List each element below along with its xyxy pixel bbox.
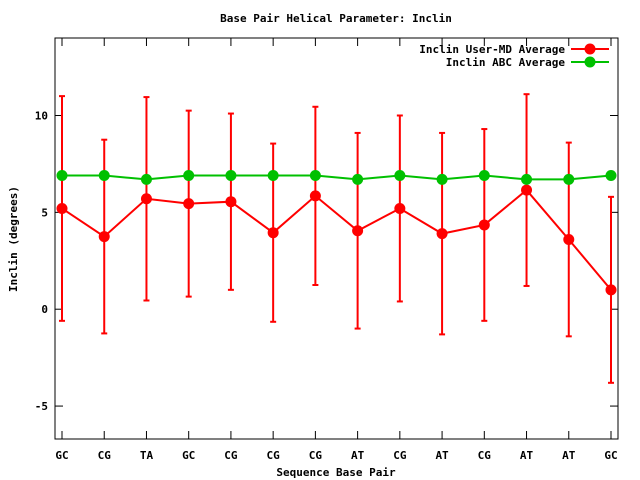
x-tick-label: CG (267, 449, 281, 462)
y-tick-label: 0 (41, 303, 48, 316)
data-point-abc (183, 170, 195, 182)
y-tick-label: 5 (41, 206, 48, 219)
data-point-abc (352, 173, 364, 185)
x-tick-label: CG (309, 449, 323, 462)
data-point-user-md (436, 228, 448, 240)
chart-title: Base Pair Helical Parameter: Inclin (220, 12, 452, 25)
data-point-user-md (98, 231, 110, 243)
x-tick-label: CG (224, 449, 238, 462)
legend-marker-abc (584, 56, 596, 68)
data-point-user-md (309, 190, 321, 202)
series-user-md (56, 93, 617, 384)
y-tick-label: 10 (35, 109, 48, 122)
data-point-abc (56, 170, 68, 182)
legend: Inclin User-MD Average Inclin ABC Averag… (419, 43, 609, 69)
data-point-user-md (267, 227, 279, 239)
x-tick-label: AT (435, 449, 449, 462)
data-point-abc (394, 170, 406, 182)
legend-label-user-md: Inclin User-MD Average (419, 43, 565, 56)
data-point-user-md (352, 225, 364, 237)
data-point-user-md (478, 219, 490, 231)
legend-label-abc: Inclin ABC Average (446, 56, 566, 69)
data-point-abc (140, 173, 152, 185)
plot-frame (54, 37, 619, 440)
x-tick-label: CG (393, 449, 407, 462)
data-point-abc (98, 170, 110, 182)
data-point-user-md (563, 233, 575, 245)
data-point-abc (225, 170, 237, 182)
x-tick-label: GC (55, 449, 68, 462)
x-tick-label: AT (562, 449, 576, 462)
data-point-user-md (56, 202, 68, 214)
x-tick-label: GC (604, 449, 617, 462)
data-point-user-md (521, 184, 533, 196)
series-abc (56, 170, 617, 185)
x-tick-label: TA (140, 449, 154, 462)
y-axis-label: Inclin (degrees) (7, 186, 20, 292)
x-tick-label: CG (478, 449, 492, 462)
data-point-user-md (225, 196, 237, 208)
data-point-abc (478, 170, 490, 182)
x-tick-label: GC (182, 449, 195, 462)
x-tick-label: CG (98, 449, 112, 462)
y-axis-ticks: -5 0 5 10 (35, 109, 618, 413)
x-axis-ticks: GC CG TA GC CG CG CG AT CG AT CG AT AT GC (55, 38, 618, 462)
series-line-user-md (61, 188, 612, 291)
x-tick-label: AT (351, 449, 365, 462)
x-axis-label: Sequence Base Pair (276, 466, 396, 479)
data-point-abc (605, 170, 617, 182)
x-tick-label: AT (520, 449, 534, 462)
data-point-abc (563, 173, 575, 185)
y-tick-label: -5 (35, 400, 48, 413)
data-point-user-md (183, 198, 195, 210)
series-line-abc (62, 174, 612, 181)
legend-marker-user-md (584, 43, 596, 55)
data-point-abc (521, 173, 533, 185)
data-point-user-md (605, 284, 617, 296)
data-point-abc (436, 173, 448, 185)
data-point-abc (309, 170, 321, 182)
data-point-user-md (140, 193, 152, 205)
data-point-abc (267, 170, 279, 182)
data-point-user-md (394, 202, 406, 214)
